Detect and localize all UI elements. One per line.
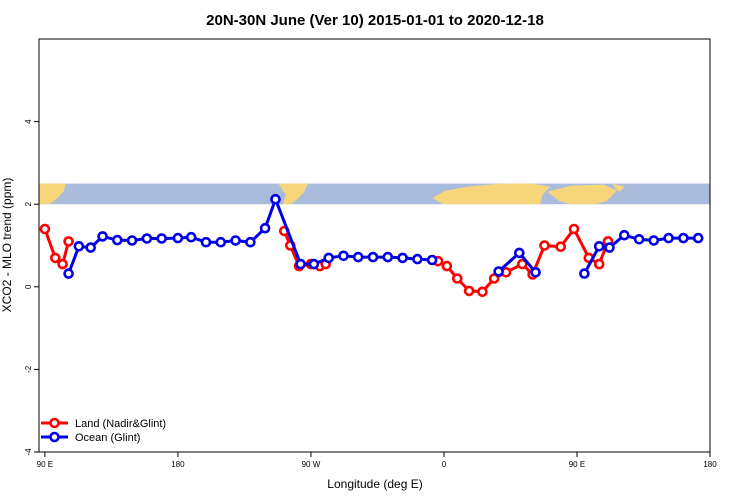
- data-point: [200, 236, 212, 248]
- data-point: [230, 235, 241, 246]
- data-point: [663, 232, 674, 244]
- data-point: [352, 251, 364, 263]
- data-point: [477, 286, 488, 298]
- data-point: [259, 222, 271, 234]
- data-point: [172, 232, 184, 244]
- data-point: [513, 247, 525, 259]
- data-point: [245, 236, 256, 248]
- map-land-1: [278, 183, 308, 205]
- data-point: [112, 234, 123, 246]
- data-point: [270, 193, 281, 205]
- data-point: [441, 260, 453, 272]
- data-point: [579, 268, 590, 279]
- legend-marker-ocean: [49, 431, 60, 443]
- data-point: [73, 241, 85, 252]
- data-point: [618, 229, 630, 241]
- data-point: [451, 273, 463, 284]
- legend: Land (Nadir&Glint) Ocean (Glint): [41, 417, 166, 444]
- series-ocean: [63, 193, 704, 279]
- data-point: [604, 242, 615, 253]
- data-point: [488, 273, 500, 284]
- x-tick-label: 90 W: [302, 460, 321, 469]
- map-land-4: [612, 183, 625, 192]
- data-point: [126, 235, 138, 246]
- plot-frame: [38, 38, 711, 453]
- data-point: [57, 258, 68, 270]
- data-point: [63, 268, 74, 279]
- data-point: [426, 254, 438, 266]
- data-point: [141, 233, 153, 244]
- data-point: [463, 285, 475, 297]
- map-land-0: [39, 183, 66, 205]
- data-point: [593, 258, 605, 270]
- x-tick-label: 0: [442, 460, 447, 469]
- legend-label-ocean: Ocean (Glint): [75, 432, 140, 444]
- chart-title: 20N-30N June (Ver 10) 2015-01-01 to 2020…: [206, 12, 544, 29]
- legend-label-land: Land (Nadir&Glint): [75, 418, 166, 430]
- data-point: [323, 252, 335, 264]
- data-point: [648, 235, 660, 246]
- data-point: [39, 223, 51, 235]
- data-point: [156, 233, 167, 244]
- data-point: [692, 232, 704, 244]
- map-land-3: [547, 184, 617, 205]
- x-tick-label: 180: [703, 460, 717, 469]
- data-point: [215, 236, 227, 248]
- y-axis: -4 -2 0 2 4: [24, 119, 39, 456]
- data-point: [295, 258, 306, 270]
- map-land-2: [432, 183, 551, 205]
- legend-marker-land: [49, 417, 60, 429]
- data-point: [493, 266, 504, 277]
- data-point: [539, 240, 550, 251]
- series-layer: [39, 193, 704, 298]
- data-point: [63, 236, 74, 247]
- data-point: [516, 258, 528, 270]
- x-axis: 90 E 180 90 W 0 90 E 180: [37, 452, 717, 469]
- data-point: [633, 234, 645, 245]
- data-point: [85, 242, 96, 253]
- data-point: [397, 252, 408, 264]
- y-tick-label: 4: [24, 119, 33, 124]
- x-tick-label: 90 E: [37, 460, 53, 469]
- series-line: [67, 197, 433, 275]
- x-axis-label: Longitude (deg E): [327, 477, 422, 491]
- data-point: [338, 250, 349, 262]
- data-point: [678, 232, 689, 244]
- data-point: [97, 231, 108, 242]
- y-tick-label: 0: [24, 284, 33, 289]
- y-tick-label: -4: [24, 448, 33, 456]
- y-axis-label: XCO2 - MLO trend (ppm): [0, 178, 14, 313]
- series-land: [39, 223, 614, 298]
- y-tick-label: -2: [24, 365, 33, 373]
- data-point: [555, 241, 567, 252]
- data-point: [382, 251, 394, 263]
- data-point: [367, 251, 379, 263]
- data-point: [412, 253, 423, 265]
- y-tick-label: 2: [24, 201, 33, 206]
- data-point: [185, 231, 197, 243]
- data-point: [308, 258, 320, 270]
- data-point: [593, 241, 605, 252]
- x-tick-label: 180: [171, 460, 185, 469]
- data-point: [49, 252, 61, 264]
- data-point: [568, 223, 580, 235]
- x-tick-label: 90 E: [569, 460, 585, 469]
- world-map-strip: [39, 183, 710, 205]
- data-point: [530, 266, 541, 278]
